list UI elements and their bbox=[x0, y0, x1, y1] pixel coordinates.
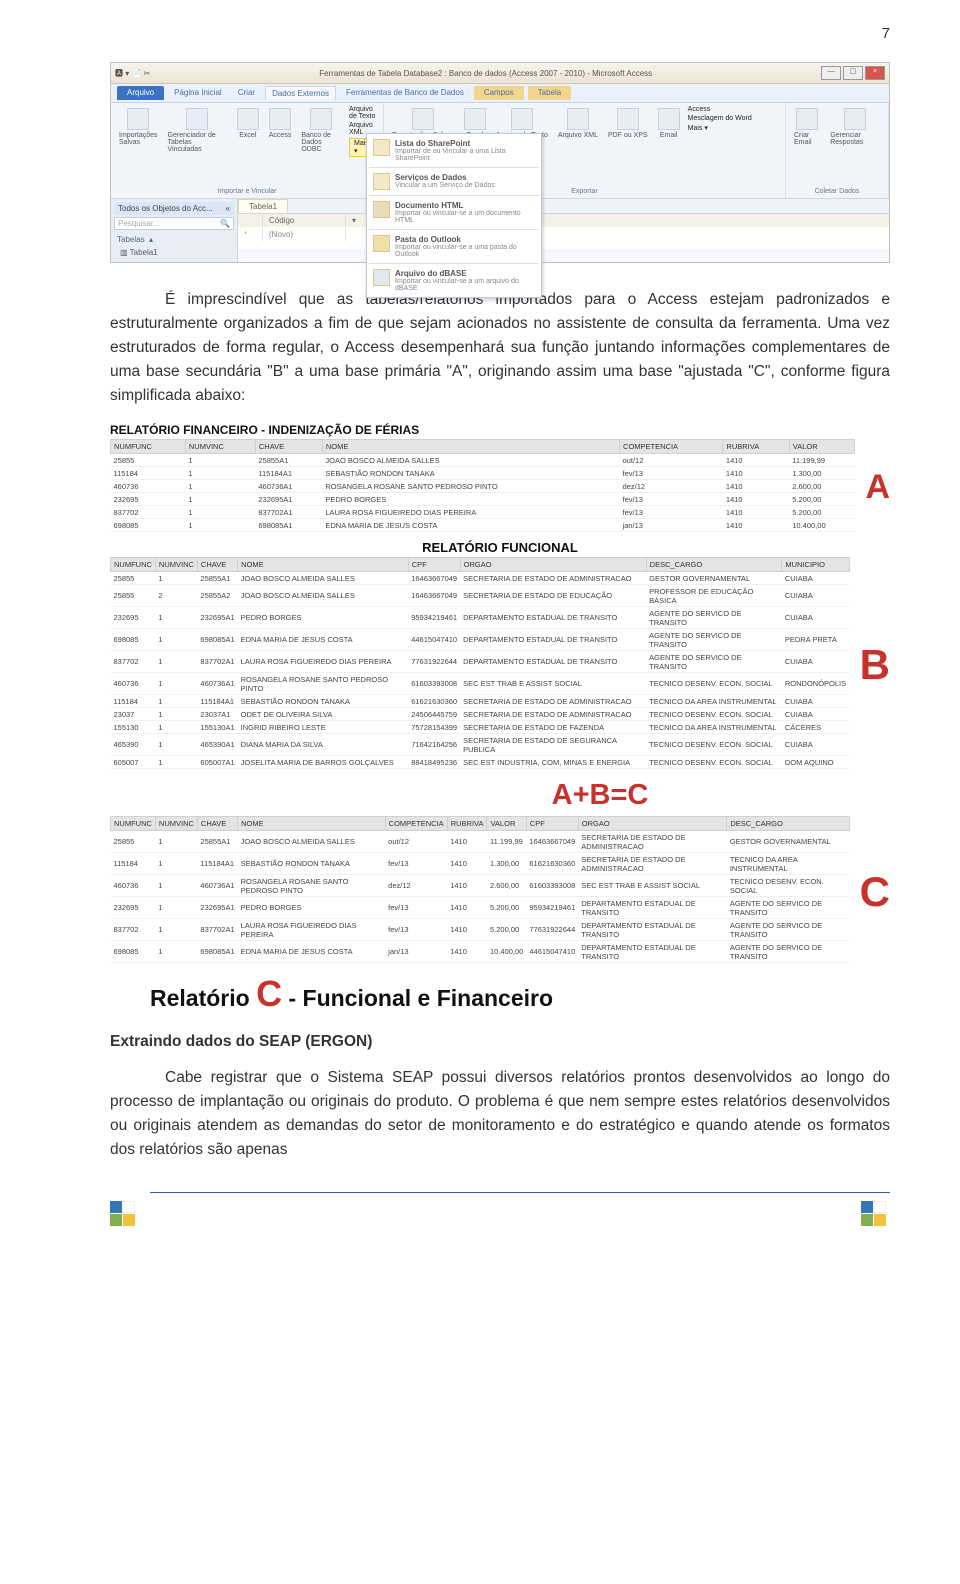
dd-dbase[interactable]: Arquivo do dBASEImportar ou vincular-se … bbox=[369, 266, 539, 295]
letter-b: B bbox=[860, 641, 890, 689]
ribbon-group-import: Importações Salvas Gerenciador de Tabela… bbox=[117, 106, 377, 185]
footer-rule bbox=[150, 1192, 890, 1193]
logo-right bbox=[861, 1201, 886, 1226]
btn-linked-table-mgr[interactable]: Gerenciador de Tabelas Vinculadas bbox=[166, 106, 229, 185]
btn-exp-xml[interactable]: Arquivo XML bbox=[556, 106, 600, 185]
btn-exp-pdf[interactable]: PDF ou XPS bbox=[606, 106, 650, 185]
report-b-table: NUMFUNCNUMVINCCHAVENOMECPFORGAODESC_CARG… bbox=[110, 557, 850, 769]
ribbon-tabs: Arquivo Página Inicial Criar Dados Exter… bbox=[111, 84, 889, 103]
datasheet: Tabela1 Código▾ *(Novo) bbox=[238, 199, 889, 249]
tab-file[interactable]: Arquivo bbox=[117, 86, 164, 100]
close-button[interactable]: × bbox=[865, 66, 885, 80]
access-screenshot: 🅰 ▾ 📄 ✂ Ferramentas de Tabela Database2 … bbox=[110, 62, 890, 263]
dd-outlook[interactable]: Pasta do OutlookImportar ou vincular-se … bbox=[369, 232, 539, 261]
paragraph-2: Cabe registrar que o Sistema SEAP possui… bbox=[110, 1066, 890, 1162]
nav-item-tabela1[interactable]: ▥ Tabela1 bbox=[114, 246, 234, 259]
btn-create-email[interactable]: Criar Email bbox=[792, 106, 822, 185]
tool-tab-table[interactable]: Tabela bbox=[528, 86, 572, 100]
report-a-table: NUMFUNCNUMVINCCHAVENOMECOMPETENCIARUBRIV… bbox=[110, 439, 855, 532]
group-label-collect: Coletar Dados bbox=[792, 188, 882, 195]
dd-sharepoint[interactable]: Lista do SharePointImportar de ou Vincul… bbox=[369, 136, 539, 165]
report-a-title: RELATÓRIO FINANCEIRO - INDENIZAÇÃO DE FÉ… bbox=[110, 423, 890, 437]
nav-head[interactable]: Todos os Objetos do Acc... bbox=[118, 204, 213, 213]
nav-collapse-icon[interactable]: « bbox=[226, 204, 230, 213]
btn-excel[interactable]: Excel bbox=[235, 106, 261, 185]
ribbon-group-collect: Criar Email Gerenciar Respostas bbox=[792, 106, 882, 185]
letter-c: C bbox=[860, 868, 890, 916]
tab-home[interactable]: Página Inicial bbox=[168, 86, 228, 100]
subheading: Extraindo dados do SEAP (ERGON) bbox=[110, 1033, 890, 1051]
letter-a: A bbox=[865, 468, 890, 507]
tool-tab-fields[interactable]: Campos bbox=[474, 86, 524, 100]
window-titlebar: 🅰 ▾ 📄 ✂ Ferramentas de Tabela Database2 … bbox=[111, 63, 889, 84]
dd-html[interactable]: Documento HTMLImportar ou vincular-se a … bbox=[369, 198, 539, 227]
group-label-import: Importar e Vincular bbox=[117, 188, 377, 195]
btn-odbc[interactable]: Banco de Dados ODBC bbox=[299, 106, 343, 185]
dd-data-services[interactable]: Serviços de DadosVincular a um Serviço d… bbox=[369, 170, 539, 193]
logo-left bbox=[110, 1201, 135, 1226]
search-icon: 🔍 bbox=[220, 219, 230, 228]
tab-db-tools[interactable]: Ferramentas de Banco de Dados bbox=[340, 86, 470, 100]
max-button[interactable]: ▢ bbox=[843, 66, 863, 80]
btn-saved-imports[interactable]: Importações Salvas bbox=[117, 106, 160, 185]
navigation-pane: Todos os Objetos do Acc... « Pesquisar...… bbox=[111, 199, 238, 262]
quick-access: 🅰 ▾ 📄 ✂ bbox=[115, 68, 150, 79]
nav-search[interactable]: Pesquisar... bbox=[118, 219, 160, 228]
nav-category[interactable]: Tabelas ▴ bbox=[114, 233, 234, 246]
more-dropdown: Lista do SharePointImportar de ou Vincul… bbox=[366, 133, 542, 298]
new-row[interactable]: (Novo) bbox=[263, 228, 346, 241]
btn-exp-word[interactable]: Mesclagem do Word bbox=[688, 115, 752, 122]
tab-external-data[interactable]: Dados Externos bbox=[265, 86, 336, 100]
window-title: Ferramentas de Tabela Database2 : Banco … bbox=[319, 69, 652, 78]
formula: A+B=C bbox=[310, 779, 890, 812]
btn-exp-more[interactable]: Mais ▾ bbox=[688, 124, 752, 132]
tab-create[interactable]: Criar bbox=[232, 86, 261, 100]
report-c-caption: Relatório C - Funcional e Financeiro bbox=[150, 973, 890, 1015]
report-b-title: RELATÓRIO FUNCIONAL bbox=[110, 540, 890, 555]
page-number: 7 bbox=[110, 25, 890, 42]
btn-text-file[interactable]: Arquivo de Texto bbox=[349, 106, 377, 120]
btn-exp-access[interactable]: Access bbox=[688, 106, 752, 113]
footer bbox=[110, 1201, 890, 1226]
btn-manage-replies[interactable]: Gerenciar Respostas bbox=[828, 106, 882, 185]
min-button[interactable]: — bbox=[821, 66, 841, 80]
sheet-tab[interactable]: Tabela1 bbox=[238, 199, 288, 213]
paragraph-1: É imprescindível que as tabelas/relatóri… bbox=[110, 288, 890, 408]
col-codigo[interactable]: Código bbox=[263, 214, 346, 227]
btn-access[interactable]: Access bbox=[267, 106, 294, 185]
btn-exp-email[interactable]: Email bbox=[656, 106, 682, 185]
report-c-table: NUMFUNCNUMVINCCHAVENOMECOMPETENCIARUBRIV… bbox=[110, 816, 850, 963]
